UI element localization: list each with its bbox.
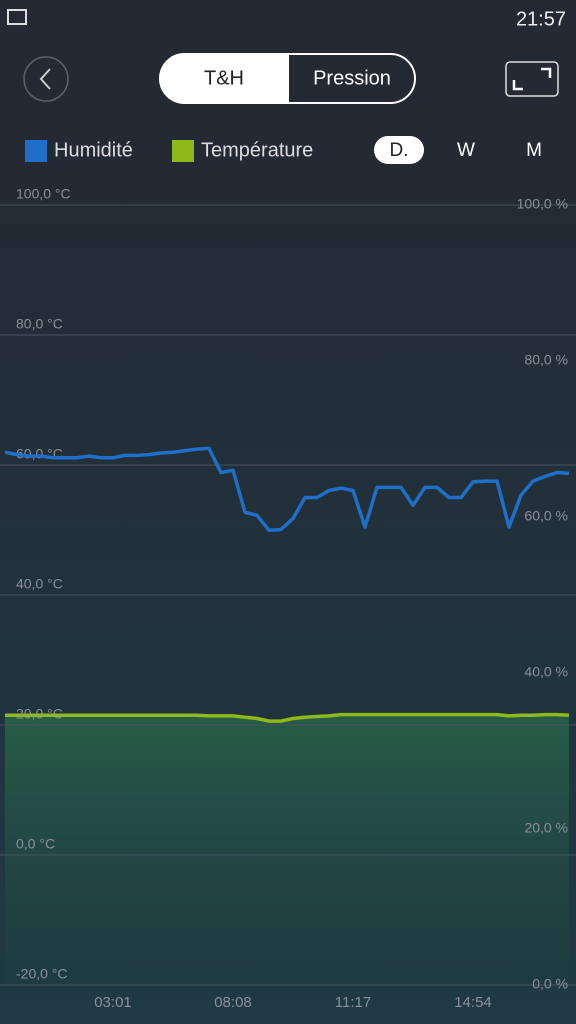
y2-tick-label: 20,0 % [524, 820, 568, 836]
y2-tick-label: 60,0 % [524, 508, 568, 524]
y2-tick-label: 100,0 % [517, 196, 568, 212]
y-tick-label: 100,0 °C [16, 186, 71, 202]
y2-tick-label: 40,0 % [524, 664, 568, 680]
tab-active[interactable] [160, 54, 289, 103]
y-tick-label: -20,0 °C [16, 966, 68, 982]
series-line [4, 446, 570, 533]
fullscreen-button[interactable] [505, 61, 559, 97]
period-label[interactable]: M [526, 140, 542, 161]
area-fill [5, 714, 569, 985]
period-label[interactable]: W [457, 140, 475, 161]
y-tick-label: 40,0 °C [16, 576, 63, 592]
y2-tick-label: 80,0 % [524, 352, 568, 368]
tab-label: T&H [204, 67, 244, 89]
status-icon [7, 9, 27, 25]
legend-label: Température [201, 139, 313, 161]
status-time: 21:57 [516, 8, 566, 30]
x-tick-label: 03:01 [94, 994, 132, 1011]
legend-swatch [25, 140, 47, 162]
legend-label: Humidité [54, 139, 133, 161]
fullscreen-icon [512, 67, 552, 91]
back-icon [39, 68, 51, 90]
period-active[interactable] [374, 136, 424, 164]
period-label: D. [390, 140, 409, 161]
y-tick-label: 0,0 °C [16, 836, 55, 852]
series-line [5, 712, 570, 723]
tab-label[interactable]: Pression [313, 67, 391, 89]
x-tick-label: 11:17 [335, 994, 371, 1011]
legend-swatch [172, 140, 194, 162]
x-tick-label: 08:08 [214, 994, 252, 1011]
x-tick-label: 14:54 [454, 994, 492, 1011]
y-tick-label: 80,0 °C [16, 316, 63, 332]
y2-tick-label: 0,0 % [532, 976, 568, 992]
back-button[interactable] [23, 56, 69, 102]
